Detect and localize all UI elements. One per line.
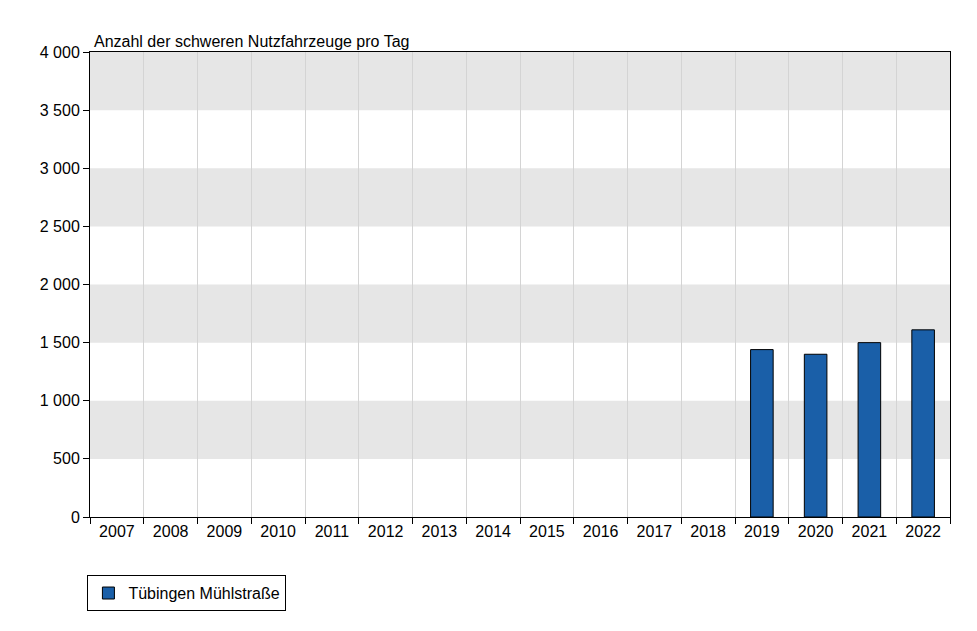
svg-text:2015: 2015: [529, 523, 565, 540]
svg-text:0: 0: [71, 509, 80, 526]
svg-text:2 500: 2 500: [40, 218, 80, 235]
svg-text:Anzahl der schweren Nutzfahrze: Anzahl der schweren Nutzfahrzeuge pro Ta…: [94, 33, 409, 50]
svg-text:1 500: 1 500: [40, 334, 80, 351]
svg-text:2009: 2009: [207, 523, 243, 540]
svg-text:2 000: 2 000: [40, 276, 80, 293]
svg-text:2022: 2022: [905, 523, 941, 540]
svg-text:4 000: 4 000: [40, 44, 80, 61]
svg-text:2010: 2010: [260, 523, 296, 540]
svg-text:3 000: 3 000: [40, 160, 80, 177]
svg-text:2011: 2011: [315, 523, 350, 540]
svg-text:2008: 2008: [153, 523, 189, 540]
svg-text:3 500: 3 500: [40, 102, 80, 119]
svg-text:1 000: 1 000: [40, 392, 80, 409]
svg-text:2007: 2007: [99, 523, 135, 540]
svg-text:500: 500: [53, 450, 80, 467]
svg-text:Tübingen Mühlstraße: Tübingen Mühlstraße: [128, 585, 279, 602]
svg-text:2014: 2014: [475, 523, 511, 540]
svg-text:2021: 2021: [852, 523, 888, 540]
svg-text:2013: 2013: [422, 523, 458, 540]
svg-text:2016: 2016: [583, 523, 619, 540]
svg-text:2012: 2012: [368, 523, 404, 540]
svg-text:2019: 2019: [744, 523, 780, 540]
svg-text:2017: 2017: [637, 523, 673, 540]
svg-text:2020: 2020: [798, 523, 834, 540]
svg-text:2018: 2018: [690, 523, 726, 540]
